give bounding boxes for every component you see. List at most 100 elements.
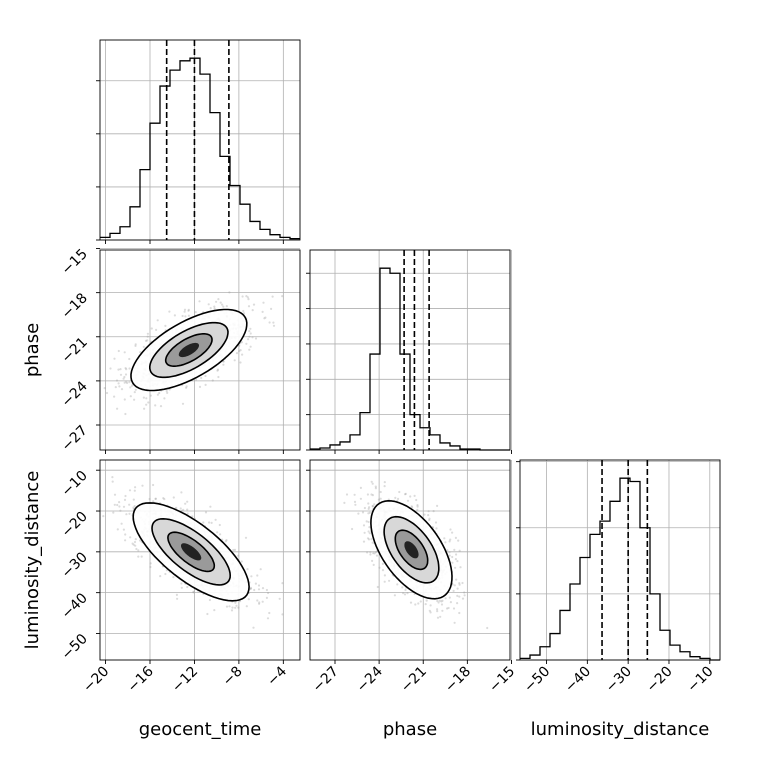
panel-geocent-time-vs-luminosity-distance-point (118, 501, 121, 504)
panel-geocent-time-vs-luminosity-distance-point (152, 483, 155, 487)
panel-geocent-time-vs-luminosity-distance-point (266, 617, 270, 620)
panel-phase-vs-luminosity-distance-point (343, 501, 346, 504)
panel-phase-vs-luminosity-distance-point (416, 504, 419, 507)
panel-phase-vs-luminosity-distance-point (359, 497, 362, 500)
panel-geocent-time-vs-luminosity-distance-point (259, 568, 262, 571)
panel-geocent-time-vs-luminosity-distance-point (134, 538, 137, 541)
panel-geocent-time-vs-luminosity-distance-point (162, 497, 165, 500)
ytick-label-luminosity-distance-1: −40 (59, 590, 91, 622)
panel-phase-vs-luminosity-distance-point (440, 603, 444, 606)
panel-geocent-time-vs-luminosity-distance-point (179, 507, 182, 510)
panel-phase-vs-luminosity-distance-point (363, 506, 366, 510)
panel-geocent-time-vs-phase-point (173, 314, 176, 317)
panel-geocent-time-vs-phase-point (164, 324, 167, 327)
panel-geocent-time-vs-luminosity-distance-point (128, 512, 131, 515)
panel-geocent-time-vs-phase-point (113, 395, 116, 398)
panel-phase-vs-luminosity-distance-point (369, 553, 372, 556)
panel-geocent-time-vs-phase-point (268, 321, 271, 324)
panel-phase-vs-luminosity-distance-point (374, 551, 378, 554)
panel-geocent-time-vs-phase-point (194, 311, 197, 314)
panel-geocent-time-vs-phase-point (187, 314, 190, 317)
panel-geocent-time-vs-phase-point (272, 321, 275, 324)
xtick-label-geocent-time-1: −16 (125, 663, 157, 695)
panel-geocent-time-vs-luminosity-distance-point (256, 599, 259, 602)
panel-geocent-time-vs-phase-point (247, 338, 250, 341)
panel-phase-vs-luminosity-distance-point (374, 487, 377, 490)
hist-phase-frame (309, 249, 511, 451)
panel-geocent-time-vs-luminosity-distance-point (149, 565, 152, 569)
panel-geocent-time-vs-luminosity-distance-point (133, 540, 137, 544)
panel-geocent-time-vs-luminosity-distance-point (218, 523, 221, 527)
panel-phase-vs-luminosity-distance-point (410, 505, 413, 508)
panel-geocent-time-vs-phase-point (198, 300, 201, 303)
panel-phase-vs-luminosity-distance-point (451, 531, 454, 534)
panel-geocent-time-vs-luminosity-distance-point (116, 503, 119, 507)
panel-geocent-time-vs-phase-point (272, 324, 276, 327)
panel-geocent-time-vs-phase-point (181, 402, 185, 405)
panel-phase-vs-luminosity-distance-point (429, 611, 432, 614)
panel-geocent-time-vs-luminosity-distance-point (233, 548, 237, 552)
panel-geocent-time-vs-phase-point (183, 308, 187, 311)
panel-phase-vs-luminosity-distance-point (381, 569, 385, 572)
xtick-label-luminosity-distance-2: −30 (603, 664, 635, 696)
panel-geocent-time-vs-phase-point (105, 391, 109, 395)
panel-phase-vs-luminosity-distance-point (437, 601, 440, 604)
panel-geocent-time-vs-phase-point (143, 407, 146, 410)
panel-geocent-time-vs-phase-point (115, 379, 119, 382)
panel-geocent-time-vs-phase-point (222, 305, 225, 308)
panel-geocent-time-vs-phase-point (241, 295, 244, 298)
panel-geocent-time-vs-luminosity-distance-point (123, 498, 127, 501)
panel-geocent-time-vs-luminosity-distance-point (213, 609, 216, 612)
panel-phase-vs-luminosity-distance-point (415, 498, 418, 502)
panel-phase-vs-luminosity-distance-point (436, 599, 439, 603)
ytick-label-phase-0: −27 (59, 423, 91, 455)
panel-geocent-time-vs-luminosity-distance-point (113, 493, 117, 496)
panel-geocent-time-vs-luminosity-distance-point (186, 512, 189, 515)
panel-geocent-time-vs-phase-point (118, 385, 121, 388)
panel-phase-vs-luminosity-distance-point (368, 506, 371, 509)
panel-phase-vs-luminosity-distance-point (434, 521, 438, 524)
panel-geocent-time-vs-luminosity-distance-density-level-3 (181, 543, 202, 561)
panel-phase-vs-luminosity-distance-point (447, 606, 450, 610)
panel-geocent-time-vs-phase-point (246, 296, 249, 299)
panel-geocent-time-vs-luminosity-distance-point (216, 531, 219, 534)
panel-geocent-time-vs-luminosity-distance-point (253, 588, 256, 592)
panel-phase-vs-luminosity-distance-point (446, 549, 449, 552)
panel-geocent-time-vs-luminosity-distance-point (256, 574, 259, 577)
panel-geocent-time-vs-phase-point (187, 308, 190, 311)
panel-geocent-time-vs-phase-point (123, 375, 126, 379)
panel-geocent-time-vs-luminosity-distance-point (232, 548, 235, 552)
panel-geocent-time-vs-luminosity-distance-point (135, 547, 138, 551)
panel-phase-vs-luminosity-distance-point (354, 503, 357, 506)
panel-phase-vs-luminosity-distance-point (438, 599, 441, 602)
panel-geocent-time-vs-luminosity-distance-point (191, 515, 194, 518)
panel-geocent-time-vs-phase-point (103, 387, 106, 390)
panel-phase-vs-luminosity-distance-point (372, 552, 375, 555)
panel-phase-vs-luminosity-distance-point (463, 591, 466, 594)
panel-phase-vs-luminosity-distance-point (371, 541, 374, 544)
panel-geocent-time-vs-luminosity-distance-point (133, 489, 136, 492)
panel-phase-vs-luminosity-distance-point (427, 510, 430, 513)
panel-geocent-time-vs-phase-point (248, 330, 251, 333)
panel-geocent-time-vs-phase-point (245, 342, 248, 345)
panel-geocent-time-vs-luminosity-distance-point (208, 598, 211, 602)
panel-phase-vs-luminosity-distance-point (371, 505, 374, 508)
panel-geocent-time-vs-phase-point (134, 388, 137, 391)
panel-phase-vs-luminosity-distance-point (454, 558, 457, 561)
panel-phase-vs-luminosity-distance-point (459, 566, 462, 569)
panel-geocent-time-vs-phase-point (142, 345, 145, 348)
panel-phase-vs-luminosity-distance-point (404, 588, 407, 592)
panel-geocent-time-vs-phase-point (251, 336, 254, 339)
panel-phase-vs-luminosity-distance-point (452, 607, 456, 610)
panel-geocent-time-vs-phase-point (217, 375, 220, 379)
hist-geocent-time-frame (99, 39, 301, 241)
panel-geocent-time-vs-luminosity-distance-point (149, 562, 152, 565)
panel-geocent-time-vs-phase-point (114, 386, 117, 389)
panel-geocent-time-vs-luminosity-distance-point (235, 604, 238, 607)
x-axis-label-geocent-time: geocent_time (139, 719, 262, 740)
panel-geocent-time-vs-luminosity-distance-point (111, 476, 114, 479)
xtick-label-phase-2: −21 (398, 664, 430, 696)
panel-geocent-time-vs-luminosity-distance-point (97, 512, 99, 514)
panel-geocent-time-vs-phase-point (219, 301, 222, 304)
panel-geocent-time-vs-phase-point (181, 314, 184, 318)
